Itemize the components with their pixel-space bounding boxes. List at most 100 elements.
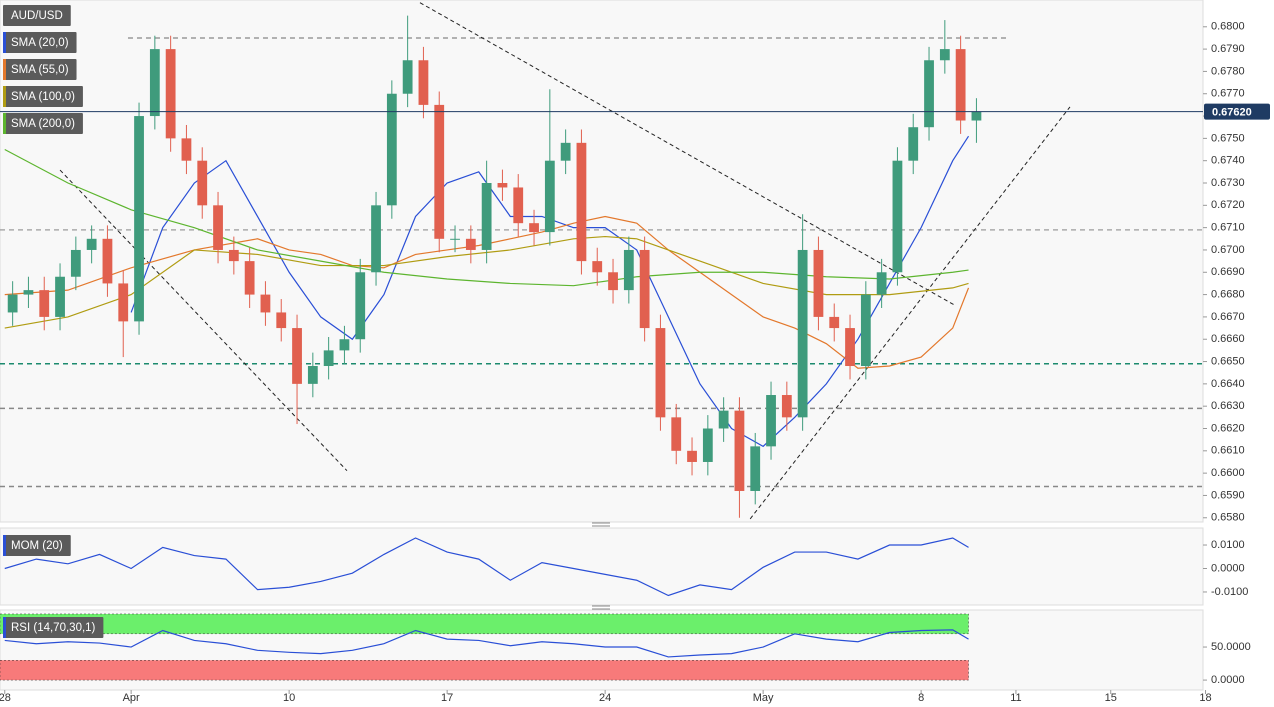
y-tick-label: 0.6770 — [1211, 88, 1245, 100]
candle-body — [766, 395, 776, 447]
series-line — [4, 148, 969, 287]
legend-label: SMA (100,0) — [11, 91, 75, 103]
legend-swatch — [3, 86, 6, 107]
legend-box — [3, 86, 83, 107]
y-tick-label: -0.0100 — [1211, 586, 1248, 598]
candle-body — [55, 276, 65, 317]
candle-body — [339, 339, 350, 351]
x-tick-label: 28 — [0, 692, 11, 704]
legend-label: RSI (14,70,30,1) — [11, 622, 96, 634]
candle-body — [292, 328, 302, 384]
trend-line — [59, 169, 348, 472]
candle-body — [576, 142, 587, 262]
candle-body — [955, 49, 966, 121]
y-tick-label: 0.6750 — [1211, 132, 1245, 144]
candle-body — [134, 116, 144, 322]
x-tick-label: May — [753, 692, 774, 704]
candle-body — [655, 328, 666, 418]
y-tick-label: 0.6740 — [1211, 155, 1245, 167]
y-tick-label: 0.6660 — [1211, 333, 1245, 345]
legend-box — [3, 617, 104, 638]
legend-box — [3, 32, 77, 53]
candle-body — [718, 410, 729, 429]
candle-body — [592, 261, 603, 273]
candle-body — [513, 187, 524, 224]
candle-body — [450, 238, 460, 240]
legend: MOM (20) — [3, 535, 71, 556]
candle-body — [228, 249, 239, 262]
candle-body — [687, 450, 697, 462]
candle-body — [197, 160, 208, 206]
legend-label: SMA (55,0) — [11, 64, 69, 76]
y-tick-label: 0.6640 — [1211, 378, 1245, 390]
y-tick-label: 0.6620 — [1211, 422, 1245, 434]
legend-label: SMA (200,0) — [11, 118, 75, 130]
x-tick-label: Apr — [123, 692, 140, 704]
y-tick-label: 0.6610 — [1211, 445, 1245, 457]
candle-body — [529, 223, 539, 233]
legend-swatch — [3, 617, 6, 638]
last-price-box — [1204, 103, 1270, 120]
legend-swatch — [3, 59, 6, 80]
x-tick-label: 17 — [441, 692, 453, 704]
candle-body — [181, 138, 192, 161]
candle-body — [149, 49, 160, 117]
candle-body — [671, 417, 682, 451]
panel-handle[interactable] — [592, 522, 610, 527]
candle-body — [371, 205, 381, 273]
y-tick-label: 0.6700 — [1211, 244, 1245, 256]
legend-label: AUD/USD — [11, 10, 63, 22]
legend-label: SMA (20,0) — [11, 37, 69, 49]
y-tick-label: 0.0000 — [1211, 674, 1245, 686]
trend-line — [419, 2, 956, 306]
x-tick-label: 11 — [1010, 692, 1021, 704]
panel-handle[interactable] — [592, 605, 610, 610]
candle-body — [876, 272, 887, 295]
x-tick-label: 10 — [283, 692, 295, 704]
y-tick-label: 0.6630 — [1211, 400, 1245, 412]
y-tick-label: 0.6730 — [1211, 177, 1245, 189]
candle-body — [418, 60, 429, 105]
y-tick-label: 0.6680 — [1211, 288, 1245, 300]
candle-body — [23, 290, 34, 295]
legend-swatch — [3, 535, 6, 556]
band — [0, 660, 969, 681]
y-tick-label: 0.6720 — [1211, 199, 1245, 211]
legend-box — [3, 5, 71, 26]
candle-body — [244, 261, 255, 295]
candle-body — [608, 272, 618, 291]
x-tick-label: 15 — [1105, 692, 1117, 704]
candle-body — [213, 205, 223, 250]
candle-body — [465, 238, 476, 250]
candle-body — [860, 294, 871, 367]
last-price-label: 0.67620 — [1212, 106, 1252, 118]
y-tick-label: 0.6800 — [1211, 21, 1245, 33]
candle-body — [70, 249, 81, 277]
candle-body — [781, 395, 792, 418]
candle-body — [702, 428, 713, 462]
legend-box — [3, 113, 83, 134]
candle-body — [734, 410, 745, 491]
y-tick-label: 0.6690 — [1211, 266, 1245, 278]
candle-body — [639, 249, 650, 329]
candle-body — [276, 312, 287, 329]
candle-body — [102, 238, 113, 284]
y-tick-label: 0.6780 — [1211, 65, 1245, 77]
candle-body — [481, 183, 492, 250]
candle-body — [307, 366, 318, 384]
candle-body — [829, 316, 840, 329]
candle-body — [845, 328, 855, 367]
legend-swatch — [3, 32, 6, 53]
candle-body — [7, 294, 18, 313]
candle-body — [560, 142, 571, 161]
y-tick-label: 0.6590 — [1211, 489, 1245, 501]
x-tick-label: 8 — [918, 692, 924, 704]
candle-body — [39, 290, 50, 317]
candle-body — [623, 249, 634, 291]
legend-label: MOM (20) — [11, 540, 63, 552]
x-tick-label: 18 — [1199, 692, 1211, 704]
candle-body — [165, 49, 176, 139]
y-tick-label: 0.6670 — [1211, 311, 1245, 323]
candle-body — [402, 60, 413, 94]
